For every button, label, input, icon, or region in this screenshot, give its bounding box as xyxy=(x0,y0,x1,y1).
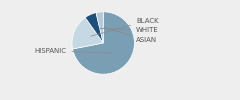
Wedge shape xyxy=(72,18,103,49)
Wedge shape xyxy=(96,12,103,43)
Text: BLACK: BLACK xyxy=(91,18,159,36)
Text: HISPANIC: HISPANIC xyxy=(34,48,113,54)
Text: ASIAN: ASIAN xyxy=(104,28,157,43)
Text: WHITE: WHITE xyxy=(99,27,159,33)
Wedge shape xyxy=(85,13,103,43)
Wedge shape xyxy=(72,12,134,74)
